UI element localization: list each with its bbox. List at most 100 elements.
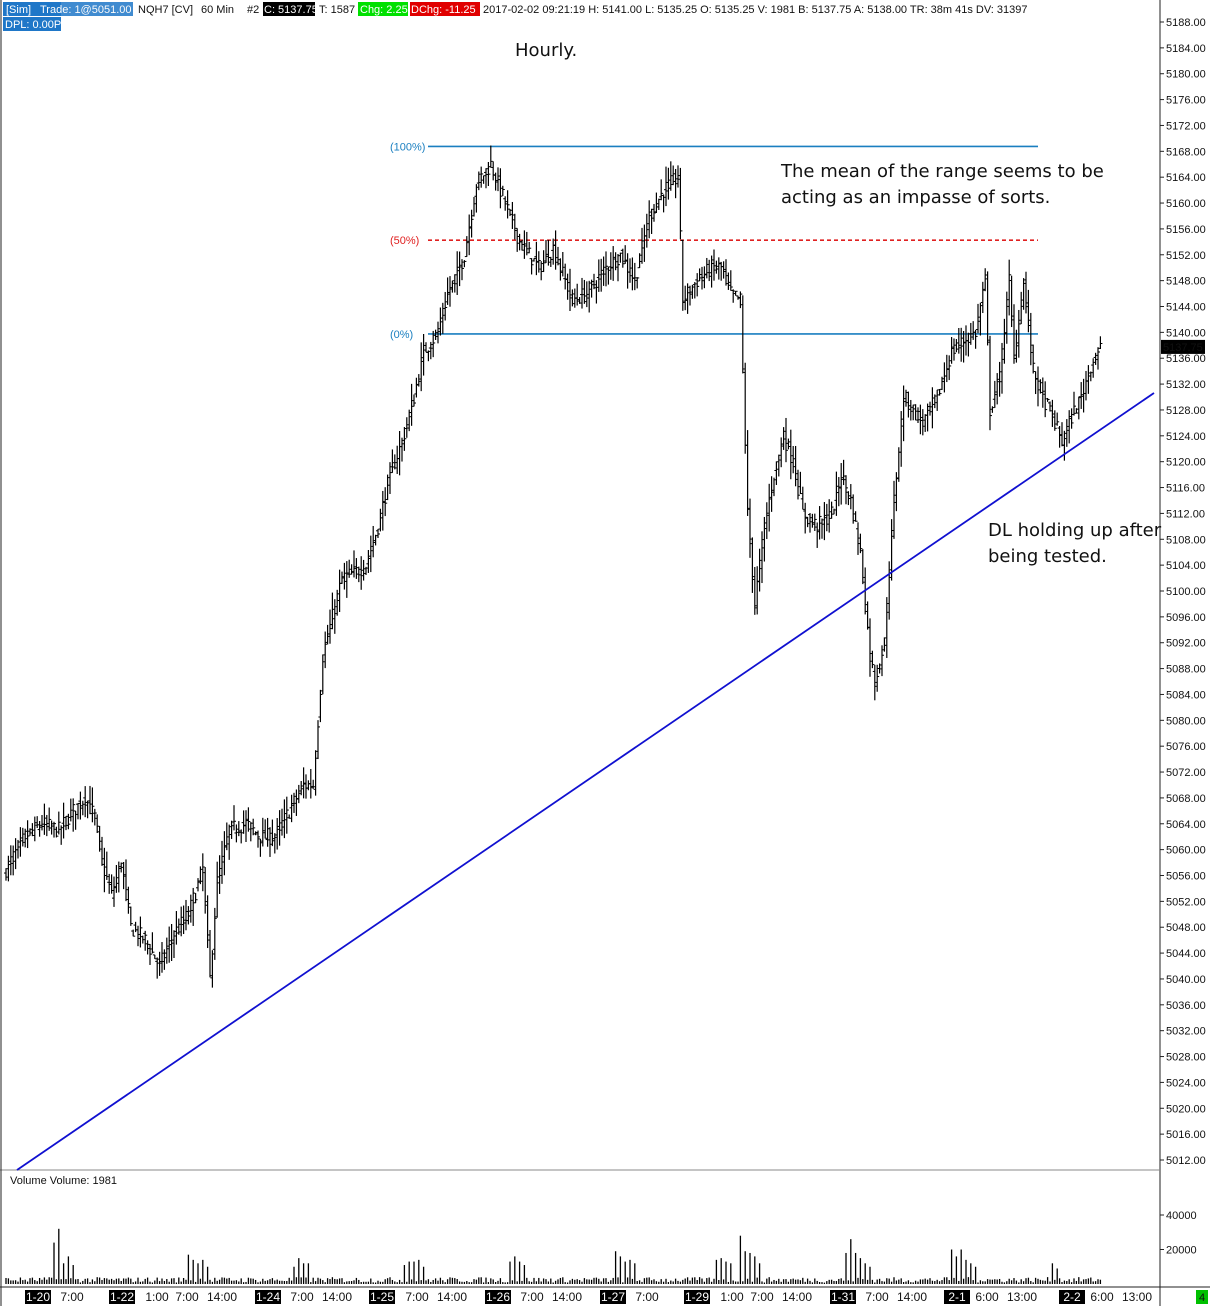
price-tick-label: 5016.00 [1166, 1129, 1206, 1141]
price-tick-label: 5172.00 [1166, 120, 1206, 132]
mean-annotation-line1: The mean of the range seems to be [780, 161, 1104, 182]
day-label: 1-24 [256, 1290, 280, 1304]
fib-level-label: (0%) [390, 329, 413, 341]
day-label: 1-31 [831, 1290, 855, 1304]
time-label: 14:00 [322, 1290, 352, 1304]
time-label: 14:00 [552, 1290, 582, 1304]
chart-number: #2 [247, 4, 259, 16]
day-label-bg [944, 1290, 970, 1304]
price-tick-label: 5084.00 [1166, 689, 1206, 701]
price-tick-label: 5128.00 [1166, 405, 1206, 417]
time-label: 1:00 [720, 1290, 744, 1304]
trade-info-overlay: Trade: 1@5051.00 [40, 4, 132, 16]
volume-axis: 40000 20000 [1160, 1210, 1197, 1257]
volume-label: Volume Volume: 1981 [10, 1175, 117, 1187]
day-label: 1-29 [685, 1290, 709, 1304]
price-tick-label: 5060.00 [1166, 845, 1206, 857]
price-tick-label: 5044.00 [1166, 948, 1206, 960]
dl-annotation-line1: DL holding up after [988, 520, 1162, 541]
price-tick-label: 5136.00 [1166, 353, 1206, 365]
time-label: 14:00 [437, 1290, 467, 1304]
time-label: 14:00 [207, 1290, 237, 1304]
day-label-bg [600, 1290, 626, 1304]
time-axis: 1-20 7:00 1-22 1:00 7:00 14:00 1-24 7:00 14:00 1-… [25, 1290, 1152, 1304]
price-tick-label: 5096.00 [1166, 612, 1206, 624]
price-tick-label: 5052.00 [1166, 896, 1206, 908]
chart-header: [Sim] Trade: 1@5051.00 Trade: 1@5051.00 … [3, 2, 1028, 31]
time-label: 6:00 [975, 1290, 999, 1304]
time-label: 13:00 [1007, 1290, 1037, 1304]
close-value: C: 5137.75 [264, 4, 318, 16]
price-tick-label: 5160.00 [1166, 198, 1206, 210]
last-price-badge: 5137.75 [1161, 339, 1205, 354]
price-tick-label: 5012.00 [1166, 1155, 1206, 1167]
chart-title-annotation: Hourly. [515, 40, 577, 61]
price-tick-label: 5112.00 [1166, 508, 1205, 520]
time-label: 7:00 [175, 1290, 199, 1304]
day-label-bg [684, 1290, 710, 1304]
price-tick-label: 5124.00 [1166, 431, 1206, 443]
price-tick-label: 5176.00 [1166, 95, 1206, 107]
time-label: 1:00 [145, 1290, 169, 1304]
time-label: 13:00 [1122, 1290, 1152, 1304]
interval-label: 60 Min [201, 4, 234, 16]
dl-annotation-line2: being tested. [988, 546, 1107, 567]
day-label-bg [830, 1290, 856, 1304]
price-tick-label: 5108.00 [1166, 534, 1206, 546]
price-tick-label: 5148.00 [1166, 276, 1206, 288]
day-label: 1-26 [486, 1290, 510, 1304]
mean-annotation-line2: acting as an impasse of sorts. [781, 187, 1050, 208]
price-axis: 5188.00 5184.00 5180.00 5176.00 5172.00 5168.… [1160, 17, 1206, 1167]
time-label: 14:00 [782, 1290, 812, 1304]
time-label: 7:00 [60, 1290, 84, 1304]
price-tick-label: 5048.00 [1166, 922, 1206, 934]
day-label: 2-2 [1063, 1290, 1081, 1304]
corner-badge: 4 [1199, 1292, 1205, 1304]
price-tick-label: 5116.00 [1166, 483, 1205, 495]
day-label-bg [485, 1290, 511, 1304]
fib-level-label: (50%) [390, 235, 419, 247]
sim-badge: [Sim] [6, 4, 31, 16]
price-tick-label: 5140.00 [1166, 327, 1206, 339]
price-tick-label: 5064.00 [1166, 819, 1206, 831]
price-tick-label: 5120.00 [1166, 457, 1206, 469]
day-label-bg [1059, 1290, 1085, 1304]
price-tick-label: 5036.00 [1166, 1000, 1206, 1012]
last-price-label: 5137.75 [1163, 342, 1203, 354]
price-tick-label: 5028.00 [1166, 1052, 1206, 1064]
price-tick-label: 5040.00 [1166, 974, 1206, 986]
day-label: 2-1 [948, 1290, 966, 1304]
price-tick-label: 5180.00 [1166, 69, 1206, 81]
price-tick-label: 5076.00 [1166, 741, 1206, 753]
day-label-bg [255, 1290, 281, 1304]
price-tick-label: 5020.00 [1166, 1103, 1206, 1115]
symbol-label: NQH7 [CV] [138, 4, 193, 16]
day-label: 1-27 [601, 1290, 625, 1304]
ohlc-bars [4, 145, 1103, 988]
price-tick-label: 5184.00 [1166, 43, 1206, 55]
price-tick-label: 5152.00 [1166, 250, 1206, 262]
time-label: 7:00 [635, 1290, 659, 1304]
time-label: 7:00 [750, 1290, 774, 1304]
price-tick-label: 5088.00 [1166, 664, 1206, 676]
day-label: 1-20 [26, 1290, 50, 1304]
time-label: 7:00 [520, 1290, 544, 1304]
price-tick-label: 5100.00 [1166, 586, 1206, 598]
volume-tick-label: 20000 [1166, 1245, 1197, 1257]
price-tick-label: 5156.00 [1166, 224, 1206, 236]
day-change-value: DChg: -11.25 [411, 4, 476, 16]
time-label: 14:00 [897, 1290, 927, 1304]
fib-retracement: (100%) (50%) (0%) [390, 141, 1038, 341]
price-tick-label: 5080.00 [1166, 715, 1206, 727]
time-label: 7:00 [405, 1290, 429, 1304]
price-tick-label: 5024.00 [1166, 1077, 1206, 1089]
price-tick-label: 5132.00 [1166, 379, 1206, 391]
day-label: 1-25 [370, 1290, 394, 1304]
price-tick-label: 5188.00 [1166, 17, 1206, 29]
day-label-bg [109, 1290, 135, 1304]
price-tick-label: 5104.00 [1166, 560, 1206, 572]
dpl-label: DPL: 0.00P [5, 19, 61, 31]
trendline-layer [16, 392, 1155, 1171]
price-tick-label: 5164.00 [1166, 172, 1206, 184]
